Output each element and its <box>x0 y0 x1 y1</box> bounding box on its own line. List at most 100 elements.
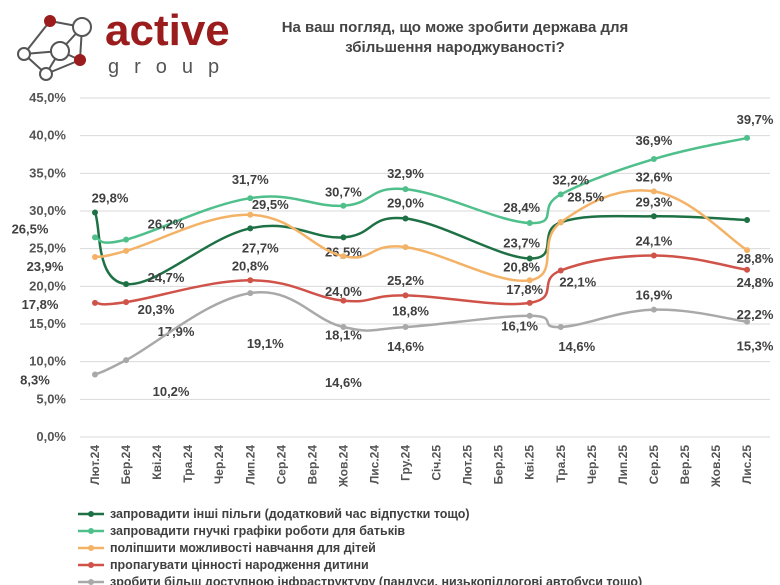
data-label: 24,0% <box>325 284 362 299</box>
data-point <box>744 134 751 141</box>
y-tick-label: 15,0% <box>29 316 66 331</box>
data-point <box>526 277 533 284</box>
x-tick-label: Сер.24 <box>274 445 288 485</box>
x-tick-label: Жов.24 <box>336 445 350 488</box>
y-tick-label: 25,0% <box>29 241 66 256</box>
series-line <box>94 189 748 283</box>
data-label: 29,8% <box>92 191 129 206</box>
x-tick-label: Тра.24 <box>181 445 195 483</box>
data-point <box>123 281 130 288</box>
data-label: 19,1% <box>247 336 284 351</box>
data-point <box>526 220 533 227</box>
legend-marker-icon <box>78 561 104 568</box>
data-label: 18,8% <box>392 303 429 318</box>
legend-label: поліпшити можливості навчання для дітей <box>110 540 376 555</box>
data-point <box>402 324 409 331</box>
data-point <box>92 371 98 378</box>
data-point <box>650 188 657 195</box>
legend-item: поліпшити можливості навчання для дітей <box>78 539 642 556</box>
data-label: 32,6% <box>635 169 672 184</box>
data-label: 26,5% <box>12 221 49 236</box>
data-label: 29,5% <box>252 197 289 212</box>
data-point <box>340 253 347 260</box>
legend-marker-icon <box>78 527 104 534</box>
y-tick-label: 10,0% <box>29 354 66 369</box>
x-tick-label: Чер.25 <box>585 445 599 484</box>
data-point <box>557 267 564 274</box>
data-point <box>402 244 409 251</box>
data-point <box>650 156 657 163</box>
data-label: 8,3% <box>20 372 50 387</box>
x-tick-label: Бер.24 <box>119 445 133 485</box>
data-label: 30,7% <box>325 185 362 200</box>
data-point <box>744 247 751 254</box>
data-label: 16,9% <box>635 288 672 303</box>
x-tick-label: Січ.25 <box>430 445 444 481</box>
data-label: 14,6% <box>387 339 424 354</box>
data-point <box>402 186 409 193</box>
x-tick-label: Вер.24 <box>305 445 319 485</box>
data-label: 32,2% <box>552 172 589 187</box>
x-tick-label: Лип.24 <box>243 445 257 485</box>
y-tick-label: 40,0% <box>29 128 66 143</box>
data-label: 32,9% <box>387 166 424 181</box>
data-point <box>526 312 533 319</box>
data-label: 28,8% <box>737 251 774 266</box>
legend-item: запровадити гнучкі графіки роботи для ба… <box>78 522 642 539</box>
data-label: 39,7% <box>737 112 774 127</box>
data-point <box>92 209 98 216</box>
data-point <box>650 252 657 259</box>
data-label: 26,5% <box>325 244 362 259</box>
legend-marker-icon <box>78 544 104 551</box>
data-label: 14,6% <box>558 339 595 354</box>
data-point <box>247 225 254 232</box>
data-label: 24,1% <box>635 233 672 248</box>
legend-label: пропагувати цінності народження дитини <box>110 557 369 572</box>
data-label: 20,8% <box>503 259 540 274</box>
data-point <box>123 357 130 364</box>
x-tick-label: Жов.25 <box>709 445 723 488</box>
data-point <box>557 191 564 198</box>
data-label: 31,7% <box>232 172 269 187</box>
data-point <box>123 299 130 306</box>
data-label: 17,8% <box>22 297 59 312</box>
data-label: 22,1% <box>559 275 596 290</box>
line-chart: 0,0% 5,0% 10,0% 15,0% 20,0% 25,0% 30,0% 35,0% 40… <box>12 90 774 488</box>
data-label: 17,8% <box>506 282 543 297</box>
legend: запровадити інші пільги (додатковий час … <box>78 505 642 585</box>
data-label: 24,8% <box>737 275 774 290</box>
x-tick-label: Сер.25 <box>647 445 661 485</box>
data-label: 26,2% <box>148 217 185 232</box>
data-label: 27,7% <box>242 240 279 255</box>
data-point <box>92 299 98 306</box>
data-label: 24,7% <box>148 270 185 285</box>
data-point <box>340 324 347 331</box>
data-label: 29,0% <box>387 196 424 211</box>
data-label: 20,3% <box>138 302 175 317</box>
legend-marker-icon <box>78 578 104 585</box>
data-label: 18,1% <box>325 328 362 343</box>
logo-subtitle: group <box>108 56 235 78</box>
x-tick-label: Кві.24 <box>150 445 164 480</box>
y-tick-label: 30,0% <box>29 203 66 218</box>
logo-wordmark: active <box>105 6 230 55</box>
x-tick-label: Вер.25 <box>678 445 692 485</box>
active-group-logo-icon <box>17 15 92 81</box>
data-point <box>744 217 751 224</box>
data-point <box>123 236 130 243</box>
legend-item: пропагувати цінності народження дитини <box>78 556 642 573</box>
legend-label: зробити більш доступною інфраструктуру (… <box>110 574 643 585</box>
legend-label: запровадити інші пільги (додатковий час … <box>110 506 470 521</box>
data-point <box>402 292 409 299</box>
series-line <box>93 212 748 286</box>
data-point <box>340 297 347 304</box>
data-point <box>744 318 751 325</box>
legend-marker-icon <box>78 510 104 517</box>
data-label: 10,2% <box>153 384 190 399</box>
data-point <box>526 255 533 262</box>
data-label: 22,2% <box>737 307 774 322</box>
data-point <box>247 195 254 202</box>
x-tick-label: Лис.25 <box>740 445 754 484</box>
y-tick-label: 0,0% <box>36 429 66 444</box>
data-label: 16,1% <box>501 319 538 334</box>
